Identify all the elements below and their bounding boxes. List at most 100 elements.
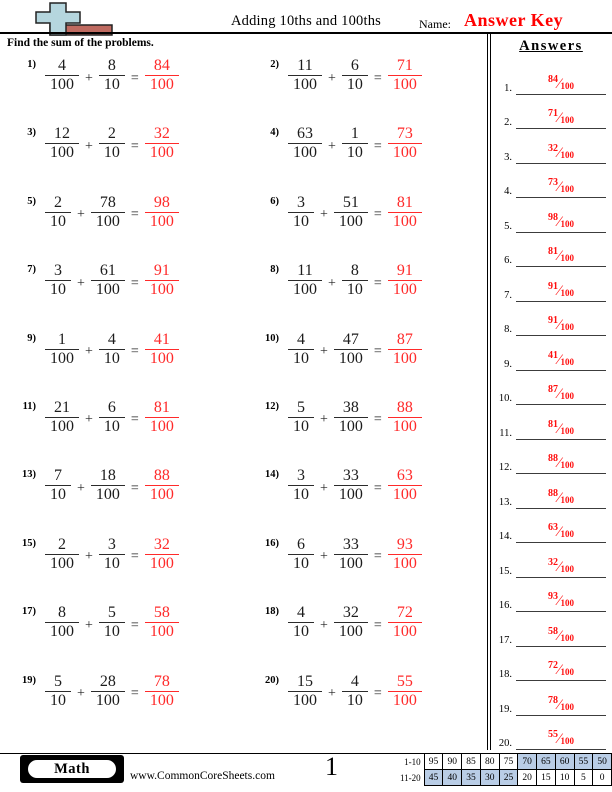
- answers-list: 1. 84⁄100 2. 71⁄100 3. 32⁄100 4. 73⁄100 5. 98⁄100…: [492, 60, 610, 750]
- problem-expression: 3 10 +51 100 = 81 100: [286, 194, 424, 231]
- equals-operator: =: [373, 344, 382, 360]
- answer-value-denominator: 100: [560, 632, 575, 643]
- problem-number: 4): [270, 127, 279, 139]
- numerator: 7: [54, 467, 62, 485]
- answer-value-denominator: 100: [560, 184, 575, 194]
- answer-blank-line: 58⁄100: [516, 626, 606, 647]
- fraction-bar: [98, 348, 125, 350]
- fraction: 7 10: [43, 467, 73, 504]
- answer-value-numerator: 93: [547, 591, 558, 602]
- fraction-slash: ⁄: [557, 662, 561, 678]
- answer-value: 71⁄100: [547, 108, 574, 128]
- fraction-bar: [341, 690, 368, 692]
- plus-operator: +: [85, 70, 93, 86]
- numerator: 32: [342, 604, 359, 622]
- answers-header: Answers: [519, 38, 583, 54]
- problem-2: 2) 11 100 +6 10 = 71 100: [243, 55, 486, 123]
- answer-numerator: 78: [153, 672, 170, 690]
- denominator: 10: [103, 144, 120, 162]
- plus-operator: +: [85, 412, 93, 428]
- fraction-bar: [288, 416, 314, 418]
- fraction: 5 10: [43, 673, 73, 710]
- fraction: 2 100: [43, 536, 81, 573]
- fraction-slash: ⁄: [557, 317, 561, 333]
- problem-expression: 1 100 +4 10 = 41 100: [43, 331, 181, 368]
- fraction-bar: [144, 211, 179, 213]
- numerator: 33: [342, 535, 359, 553]
- answer-value-numerator: 88: [547, 487, 558, 499]
- answer-fraction: 41 100: [143, 331, 181, 368]
- problem-3: 3) 12 100 +2 10 = 32 100: [0, 123, 243, 191]
- fraction-slash: ⁄: [557, 282, 561, 299]
- fraction: 51 100: [332, 194, 370, 231]
- answer-value-numerator: 71: [547, 108, 558, 119]
- answer-numerator: 98: [153, 193, 170, 211]
- denominator: 100: [50, 76, 74, 93]
- problem-expression: 11 100 +6 10 = 71 100: [286, 57, 424, 94]
- numerator: 8: [350, 262, 359, 280]
- problem-expression: 15 100 +4 10 = 55 100: [286, 673, 424, 710]
- fraction-slash: ⁄: [557, 731, 561, 747]
- fraction-bar: [387, 485, 422, 487]
- fraction-bar: [387, 690, 422, 692]
- problem-expression: 11 100 +8 10 = 91 100: [286, 262, 424, 299]
- fraction-bar: [341, 75, 368, 76]
- answer-value-numerator: 72: [547, 660, 558, 671]
- fraction-slash: ⁄: [557, 558, 561, 575]
- problem-expression: 3 10 +33 100 = 63 100: [286, 467, 424, 504]
- fraction-bar: [387, 622, 422, 624]
- answer-blank-line: 88⁄100: [516, 453, 606, 474]
- problem-number: 17): [22, 606, 36, 618]
- answer-item-11: 11. 81⁄100: [492, 405, 610, 440]
- answer-numerator: 41: [153, 330, 170, 348]
- fraction-bar: [387, 280, 422, 282]
- fraction-bar: [387, 143, 422, 145]
- problem-expression: 12 100 +2 10 = 32 100: [43, 125, 181, 162]
- answer-fraction: 88 100: [143, 467, 181, 504]
- fraction-bar: [98, 622, 125, 624]
- numerator: 5: [107, 604, 116, 622]
- answer-number: 7.: [504, 289, 512, 301]
- name-label: Name:: [419, 17, 451, 31]
- answer-number: 11.: [499, 427, 512, 439]
- equals-operator: =: [373, 70, 382, 86]
- answer-fraction: 81 100: [143, 399, 181, 436]
- numerator: 8: [107, 57, 116, 74]
- answer-value-denominator: 100: [560, 736, 575, 746]
- answer-denominator: 100: [149, 417, 174, 435]
- answer-blank-line: 91⁄100: [516, 315, 606, 336]
- answer-value-numerator: 32: [547, 142, 558, 154]
- answer-denominator: 100: [392, 76, 417, 93]
- answer-item-15: 15. 32⁄100: [492, 543, 610, 578]
- answer-value: 98⁄100: [548, 212, 574, 232]
- problem-expression: 5 10 +38 100 = 88 100: [286, 399, 424, 436]
- answer-value: 81⁄100: [548, 246, 574, 266]
- answer-denominator: 100: [392, 144, 417, 162]
- answer-fraction: 88 100: [386, 399, 424, 436]
- answer-number: 13.: [498, 496, 512, 508]
- answer-item-16: 16. 93⁄100: [492, 578, 610, 612]
- fraction: 28 100: [89, 673, 127, 710]
- answer-blank-line: 32⁄100: [516, 142, 606, 164]
- numerator: 4: [107, 330, 116, 348]
- problem-13: 13) 7 10 +18 100 = 88 100: [0, 465, 243, 533]
- fraction: 4 10: [97, 331, 127, 368]
- website-text: www.CommonCoreSheets.com: [130, 770, 275, 782]
- score-cell: 5: [573, 769, 594, 786]
- score-cell: 15: [536, 769, 556, 786]
- answer-value-numerator: 58: [547, 625, 558, 637]
- answer-value: 32⁄100: [547, 142, 574, 163]
- fraction: 6 10: [340, 57, 370, 94]
- score-row-1: 1-10 95 90 85 80 75 70 65 60 55 50: [396, 753, 612, 770]
- fraction-bar: [333, 416, 368, 418]
- fraction: 38 100: [332, 399, 370, 436]
- problem-number: 20): [265, 674, 279, 686]
- answer-key-label: Answer Key: [464, 10, 564, 30]
- answer-blank-line: 73⁄100: [516, 177, 606, 198]
- numerator: 61: [99, 262, 116, 280]
- problem-10: 10) 4 10 +47 100 = 87 100: [243, 329, 486, 397]
- equals-operator: =: [130, 412, 139, 428]
- equals-operator: =: [130, 344, 139, 360]
- fraction-slash: ⁄: [557, 248, 561, 264]
- fraction-bar: [288, 280, 322, 282]
